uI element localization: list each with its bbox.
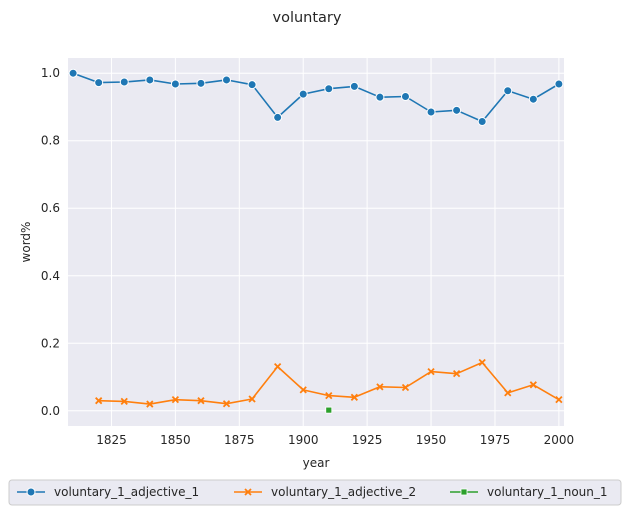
data-point [120, 397, 128, 405]
data-point [555, 396, 563, 404]
data-point [197, 397, 205, 405]
x-tick-labels: 1825 1850 1875 1900 1925 1950 1975 2000 [96, 433, 574, 447]
x-tick-label: 1925 [352, 433, 383, 447]
legend-label: voluntary_1_adjective_1 [54, 485, 199, 499]
x-tick-label: 1850 [160, 433, 191, 447]
data-point [247, 80, 257, 90]
data-point [529, 381, 537, 389]
data-point [196, 78, 206, 88]
x-tick-label: 1950 [416, 433, 447, 447]
y-gridlines [68, 72, 564, 412]
legend-item-1: voluntary_1_adjective_1 [17, 485, 199, 499]
data-point [554, 79, 564, 89]
legend-marker [244, 488, 252, 496]
data-point [400, 91, 410, 101]
y-tick-label: 1.0 [41, 66, 60, 80]
series-2 [95, 358, 563, 408]
data-point [375, 92, 385, 102]
data-point [222, 400, 231, 408]
data-point [273, 112, 283, 122]
data-point [477, 116, 487, 126]
series-1 [68, 68, 564, 126]
x-tick-label: 1900 [288, 433, 319, 447]
x-tick-label: 1825 [96, 433, 127, 447]
y-tick-label: 0.6 [41, 201, 60, 215]
legend-frame [8, 479, 622, 506]
data-point [452, 370, 461, 378]
x-tick-label: 2000 [544, 433, 575, 447]
data-point [503, 86, 513, 96]
data-point [170, 79, 180, 89]
series-layer [68, 68, 564, 414]
data-point [94, 78, 104, 88]
legend-item-2: voluntary_1_adjective_2 [234, 485, 416, 499]
y-tick-label: 0.0 [41, 404, 60, 418]
data-point [528, 94, 538, 104]
data-point [299, 386, 307, 394]
x-tick-label: 1875 [224, 433, 255, 447]
data-point [504, 389, 512, 397]
data-point [325, 391, 333, 400]
data-point [146, 400, 154, 408]
x-tick-label: 1975 [480, 433, 511, 447]
y-tick-label: 0.2 [41, 336, 60, 350]
data-point [478, 358, 486, 367]
data-point [452, 105, 462, 115]
legend-marker [460, 488, 468, 496]
data-point [324, 84, 334, 94]
series-3 [325, 406, 333, 414]
legend: voluntary_1_adjective_1 voluntary_1_adjec… [8, 479, 622, 506]
data-point [350, 393, 358, 401]
y-axis-label: word% [19, 222, 33, 263]
data-point [274, 362, 282, 371]
data-point [427, 368, 435, 376]
data-point [222, 75, 232, 85]
y-tick-label: 0.4 [41, 269, 60, 283]
data-point [68, 68, 78, 78]
data-point [248, 395, 256, 403]
legend-label: voluntary_1_noun_1 [487, 485, 608, 499]
x-gridlines [110, 58, 560, 426]
data-point [426, 107, 436, 117]
chart-title: voluntary [273, 10, 342, 26]
y-tick-labels: 0.0 0.2 0.4 0.6 0.8 1.0 [41, 66, 60, 418]
data-point [349, 81, 359, 91]
data-point [325, 406, 333, 414]
legend-marker [26, 487, 36, 497]
data-point [171, 396, 180, 404]
data-point [298, 89, 308, 99]
legend-item-3: voluntary_1_noun_1 [450, 485, 608, 499]
legend-label: voluntary_1_adjective_2 [271, 485, 416, 499]
data-point [145, 75, 155, 85]
data-point [401, 383, 410, 392]
data-point [95, 397, 103, 405]
y-tick-label: 0.8 [41, 134, 60, 148]
data-point [376, 383, 384, 391]
data-point [119, 77, 129, 87]
x-axis-label: year [303, 456, 330, 470]
